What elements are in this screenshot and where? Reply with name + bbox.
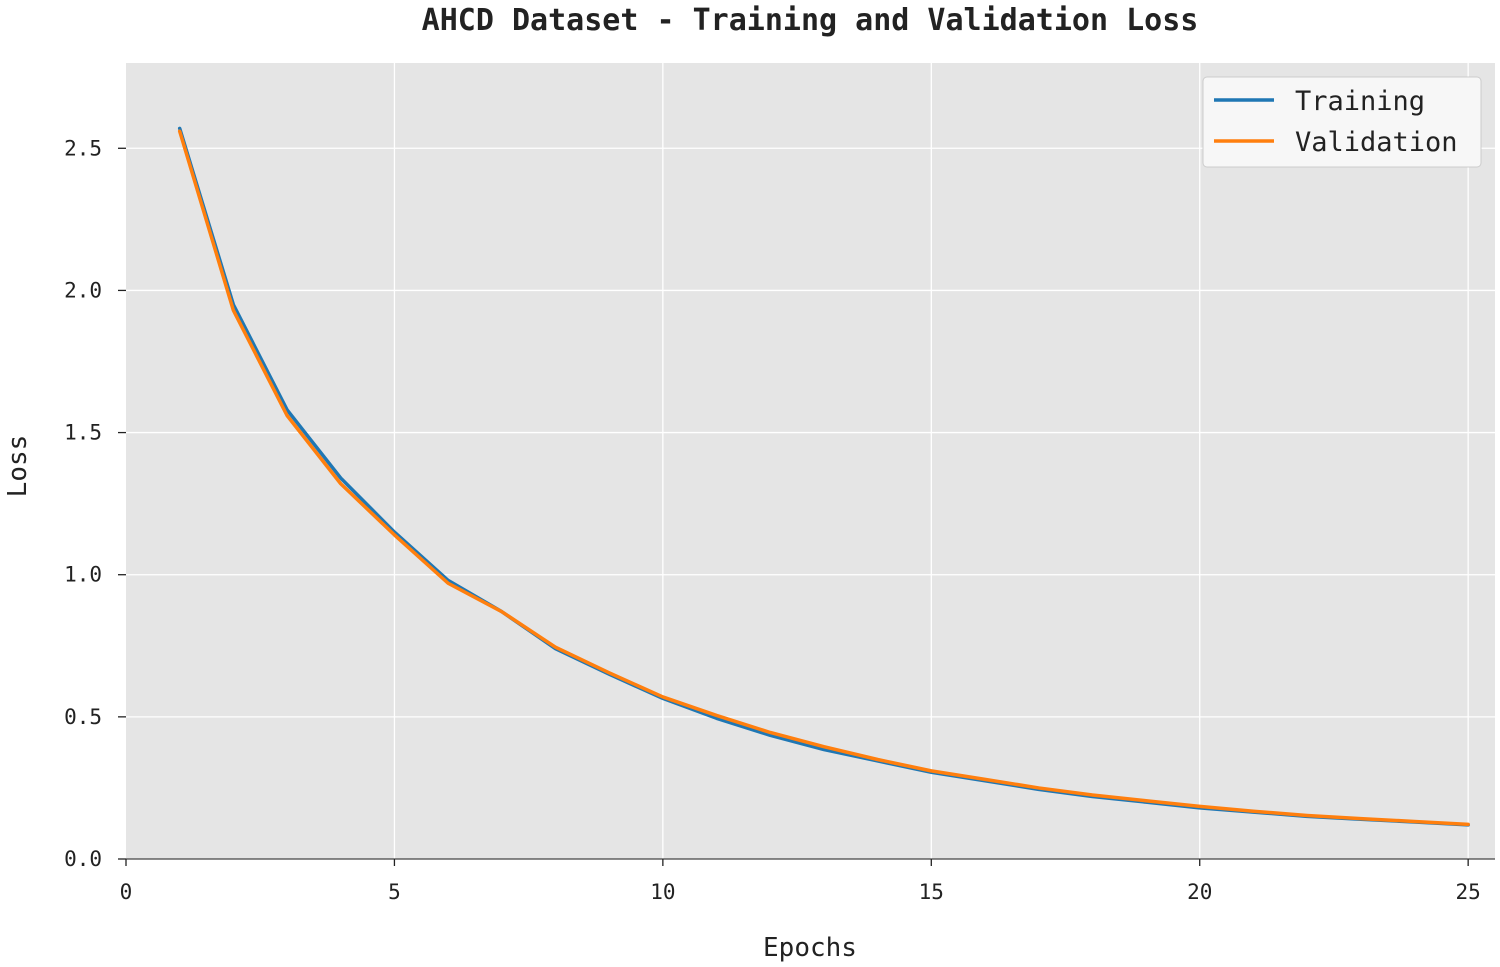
x-tick-label: 15	[919, 880, 944, 904]
x-tick-label: 10	[650, 880, 675, 904]
chart-title: AHCD Dataset - Training and Validation L…	[422, 3, 1199, 38]
y-tick-label: 1.0	[64, 563, 102, 587]
x-tick-label: 20	[1187, 880, 1212, 904]
y-tick-label: 0.0	[64, 847, 102, 871]
legend-label-training: Training	[1295, 86, 1425, 117]
legend: Training Validation	[1202, 76, 1482, 168]
series-layer	[177, 126, 1470, 827]
plot-area	[126, 63, 1495, 859]
y-tick-label: 0.5	[64, 705, 102, 729]
y-tick-label: 2.0	[64, 278, 102, 302]
x-axis-ticks: 0 5 10 15 20 25	[120, 859, 1481, 904]
x-tick-label: 5	[388, 880, 401, 904]
y-axis-label: Loss	[3, 435, 33, 498]
x-tick-label: 0	[120, 880, 133, 904]
y-axis-ticks: 0.0 0.5 1.0 1.5 2.0 2.5	[64, 136, 126, 871]
y-tick-label: 1.5	[64, 421, 102, 445]
series-line-validation	[177, 129, 1470, 827]
x-tick-label: 25	[1456, 880, 1481, 904]
y-tick-label: 2.5	[64, 136, 102, 160]
legend-label-validation: Validation	[1295, 127, 1458, 158]
x-axis-label: Epochs	[763, 933, 857, 963]
